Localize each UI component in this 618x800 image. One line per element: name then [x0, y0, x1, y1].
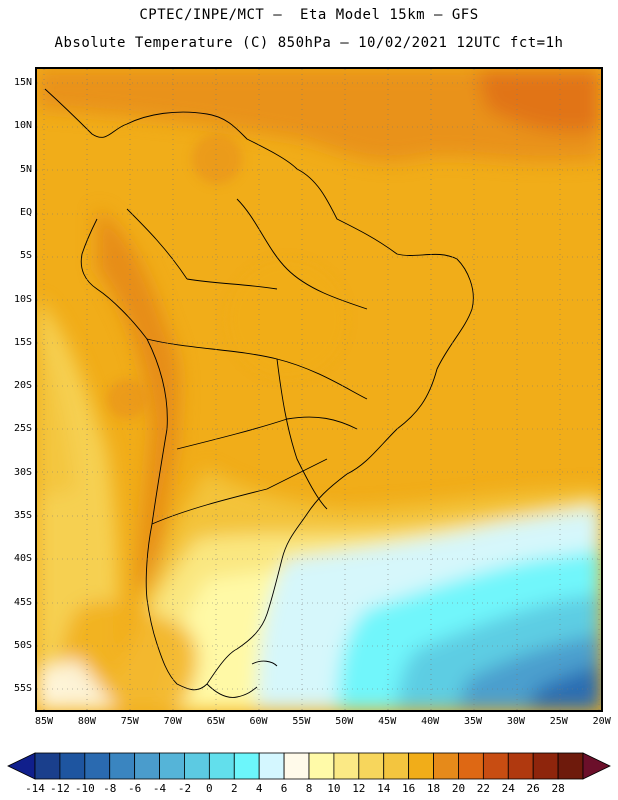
colorbar-label: -10 — [74, 782, 95, 795]
colorbar-label: 6 — [280, 782, 288, 795]
colorbar-cell — [159, 752, 185, 780]
colorbar-label: 14 — [377, 782, 391, 795]
temperature-field — [37, 69, 601, 710]
lon-label: 60W — [249, 716, 268, 727]
colorbar-cell — [458, 752, 484, 780]
coastlines — [44, 88, 474, 698]
lon-label: 25W — [549, 716, 568, 727]
lon-label: 40W — [421, 716, 440, 727]
colorbar-label: -14 — [25, 782, 45, 795]
colorbar-cell — [482, 752, 509, 780]
colorbar-label: 22 — [476, 782, 490, 795]
colorbar-label: -12 — [49, 782, 70, 795]
colorbar-label: 18 — [426, 782, 441, 795]
lon-label: 55W — [292, 716, 311, 727]
lat-lon-grid — [37, 69, 601, 710]
colorbar-label: 12 — [352, 782, 366, 795]
lat-label: 10N — [13, 120, 32, 132]
colorbar-cell — [408, 752, 434, 780]
lon-label: 75W — [120, 716, 139, 727]
lat-label: EQ — [19, 206, 32, 218]
lat-label: 15N — [13, 77, 32, 88]
colorbar-cell — [258, 752, 285, 780]
colorbar-cell — [208, 752, 235, 780]
lat-label: 55S — [13, 683, 32, 695]
colorbar-cell — [557, 752, 584, 780]
colorbar-cell — [59, 752, 86, 780]
lon-label: 20W — [592, 716, 611, 727]
temperature-map[interactable] — [35, 67, 603, 712]
colorbar-label: 16 — [402, 782, 416, 795]
colorbar-cell — [532, 752, 559, 780]
lon-label: 30W — [506, 716, 525, 727]
colorbar-cell — [383, 752, 410, 780]
lon-label: 80W — [77, 716, 96, 727]
lat-label: 25S — [13, 423, 32, 435]
lat-label: 10S — [13, 293, 32, 305]
colorbar-cell — [507, 752, 534, 780]
colorbar-cell — [34, 752, 61, 780]
lon-label: 45W — [378, 716, 397, 727]
colorbar-cell — [333, 752, 360, 780]
lon-label: 85W — [34, 716, 54, 727]
colorbar-cell — [308, 752, 335, 780]
lon-label: 70W — [163, 716, 182, 727]
color-scale-bar — [7, 752, 611, 780]
lat-label: 5S — [19, 250, 32, 262]
colorbar-label: -2 — [177, 782, 192, 795]
colorbar-cell — [184, 752, 210, 780]
colorbar-cell — [358, 752, 385, 780]
lat-label: 20S — [13, 380, 32, 392]
colorbar-label: 24 — [501, 782, 515, 795]
lat-label: 35S — [13, 510, 32, 521]
colorbar-cell — [84, 752, 111, 780]
map-canvas — [37, 69, 601, 710]
colorbar-label: -4 — [152, 782, 167, 795]
lat-label: 30S — [13, 466, 32, 478]
map-subtitle: Absolute Temperature (C) 850hPa – 10/02/… — [54, 35, 564, 51]
colorbar-cell — [134, 752, 160, 780]
colorbar-label: 10 — [327, 782, 341, 795]
lon-label: 50W — [335, 716, 354, 727]
colorbar-cell — [233, 752, 260, 780]
lat-label: 45S — [13, 596, 32, 608]
colorbar-cell — [433, 752, 459, 780]
colorbar-cell — [109, 752, 136, 780]
lat-label: 50S — [13, 639, 32, 651]
colorbar-label: 28 — [551, 782, 565, 795]
colorbar-label: -8 — [103, 782, 117, 795]
colorbar-label: 20 — [451, 782, 466, 795]
lat-label: 5N — [19, 163, 32, 175]
colorbar-cell — [283, 752, 310, 780]
colorbar-label: 2 — [230, 782, 238, 795]
colorbar-high-arrow — [582, 752, 611, 780]
colorbar-label: 4 — [255, 782, 263, 795]
lat-label: 40S — [13, 553, 32, 565]
colorbar-label: 0 — [206, 782, 213, 795]
colorbar-label: -6 — [128, 782, 142, 795]
colorbar-low-arrow — [7, 752, 36, 780]
map-title: CPTEC/INPE/MCT – Eta Model 15km – GFS — [139, 7, 479, 23]
lon-label: 35W — [463, 716, 483, 727]
lat-label: 15S — [13, 336, 32, 348]
colorbar-label: 26 — [526, 782, 540, 795]
lon-label: 65W — [206, 716, 225, 727]
colorbar-label: 8 — [305, 782, 313, 795]
